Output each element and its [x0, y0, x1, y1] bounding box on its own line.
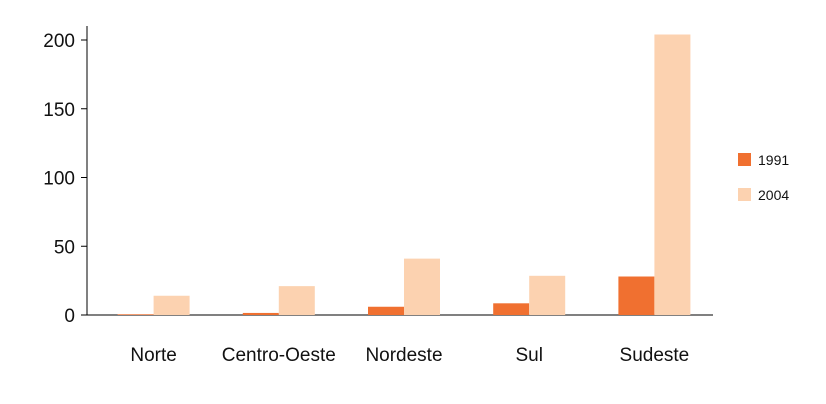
legend: 1991 2004: [738, 152, 789, 203]
bars: [117, 34, 691, 315]
y-tick-label: 100: [43, 169, 75, 190]
legend-swatch-1991: [738, 153, 751, 166]
bar-2004-norte: [153, 295, 190, 315]
y-tick-label: 200: [43, 31, 75, 52]
bar-1991-norte: [117, 314, 154, 315]
y-tick-label: 150: [43, 100, 75, 121]
bar-2004-nordeste: [404, 258, 440, 315]
legend-swatch-2004: [738, 188, 751, 201]
bar-2004-sul: [529, 275, 566, 315]
category-label: Sudeste: [620, 345, 690, 366]
bar-1991-nordeste: [368, 306, 404, 315]
bar-1991-sul: [493, 303, 530, 315]
y-tick-label: 0: [64, 306, 75, 327]
legend-label-1991: 1991: [758, 152, 789, 168]
bar-2004-centro-oeste: [278, 286, 315, 315]
legend-label-2004: 2004: [758, 187, 789, 203]
category-label: Nordeste: [365, 345, 442, 366]
y-axis: 0 50 100 150 200: [43, 26, 88, 327]
category-label: Norte: [130, 345, 176, 366]
category-label: Centro-Oeste: [222, 345, 336, 366]
bar-1991-sudeste: [618, 276, 655, 315]
category-label: Sul: [515, 345, 542, 366]
y-tick-label: 50: [54, 237, 75, 258]
category-labels: Norte Centro-Oeste Nordeste Sul Sudeste: [130, 345, 689, 366]
bar-1991-centro-oeste: [242, 312, 279, 315]
bar-2004-sudeste: [654, 34, 691, 315]
